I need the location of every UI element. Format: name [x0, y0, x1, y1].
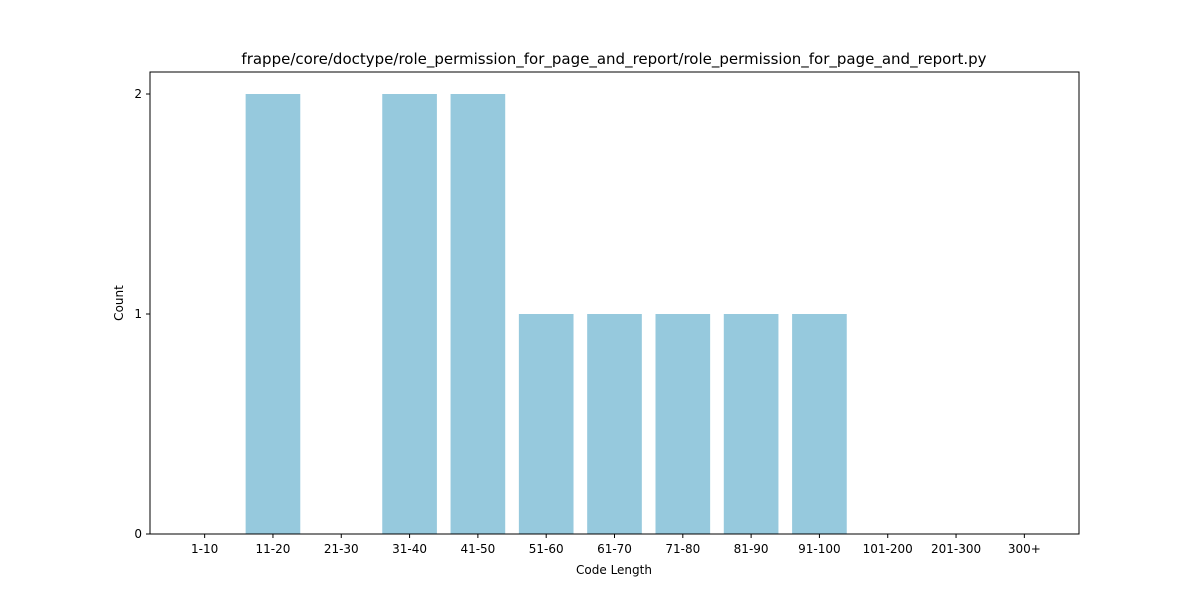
x-tick-label: 41-50	[460, 542, 495, 556]
x-tick-label: 81-90	[734, 542, 769, 556]
x-tick-label: 21-30	[324, 542, 359, 556]
chart-title: frappe/core/doctype/role_permission_for_…	[241, 50, 986, 69]
bar-91-100	[792, 314, 847, 534]
bar-81-90	[723, 314, 779, 534]
x-tick-label: 11-20	[256, 542, 291, 556]
x-tick-label: 1-10	[191, 542, 218, 556]
x-tick-label: 300+	[1008, 542, 1041, 556]
bar-31-40	[382, 94, 437, 534]
x-axis-ticks: 1-10 11-20 21-30 31-40 41-50 51-60 61-70 71-80 8…	[191, 534, 1041, 556]
x-axis-label: Code Length	[576, 563, 652, 577]
y-axis-ticks: 0 1 2	[134, 87, 150, 541]
x-tick-label: 91-100	[798, 542, 841, 556]
bar-51-60	[518, 314, 574, 534]
bar-41-50	[450, 94, 506, 534]
x-tick-label: 71-80	[665, 542, 700, 556]
y-tick-label: 2	[134, 87, 142, 101]
y-tick-label: 1	[134, 307, 142, 321]
bars-group	[245, 94, 847, 534]
x-tick-label: 101-200	[863, 542, 913, 556]
y-tick-label: 0	[134, 527, 142, 541]
x-tick-label: 51-60	[529, 542, 564, 556]
bar-11-20	[245, 94, 301, 534]
bar-71-80	[655, 314, 711, 534]
x-tick-label: 201-300	[931, 542, 981, 556]
x-tick-label: 61-70	[597, 542, 632, 556]
bar-61-70	[587, 314, 642, 534]
x-tick-label: 31-40	[392, 542, 427, 556]
y-axis-label: Count	[112, 285, 126, 321]
